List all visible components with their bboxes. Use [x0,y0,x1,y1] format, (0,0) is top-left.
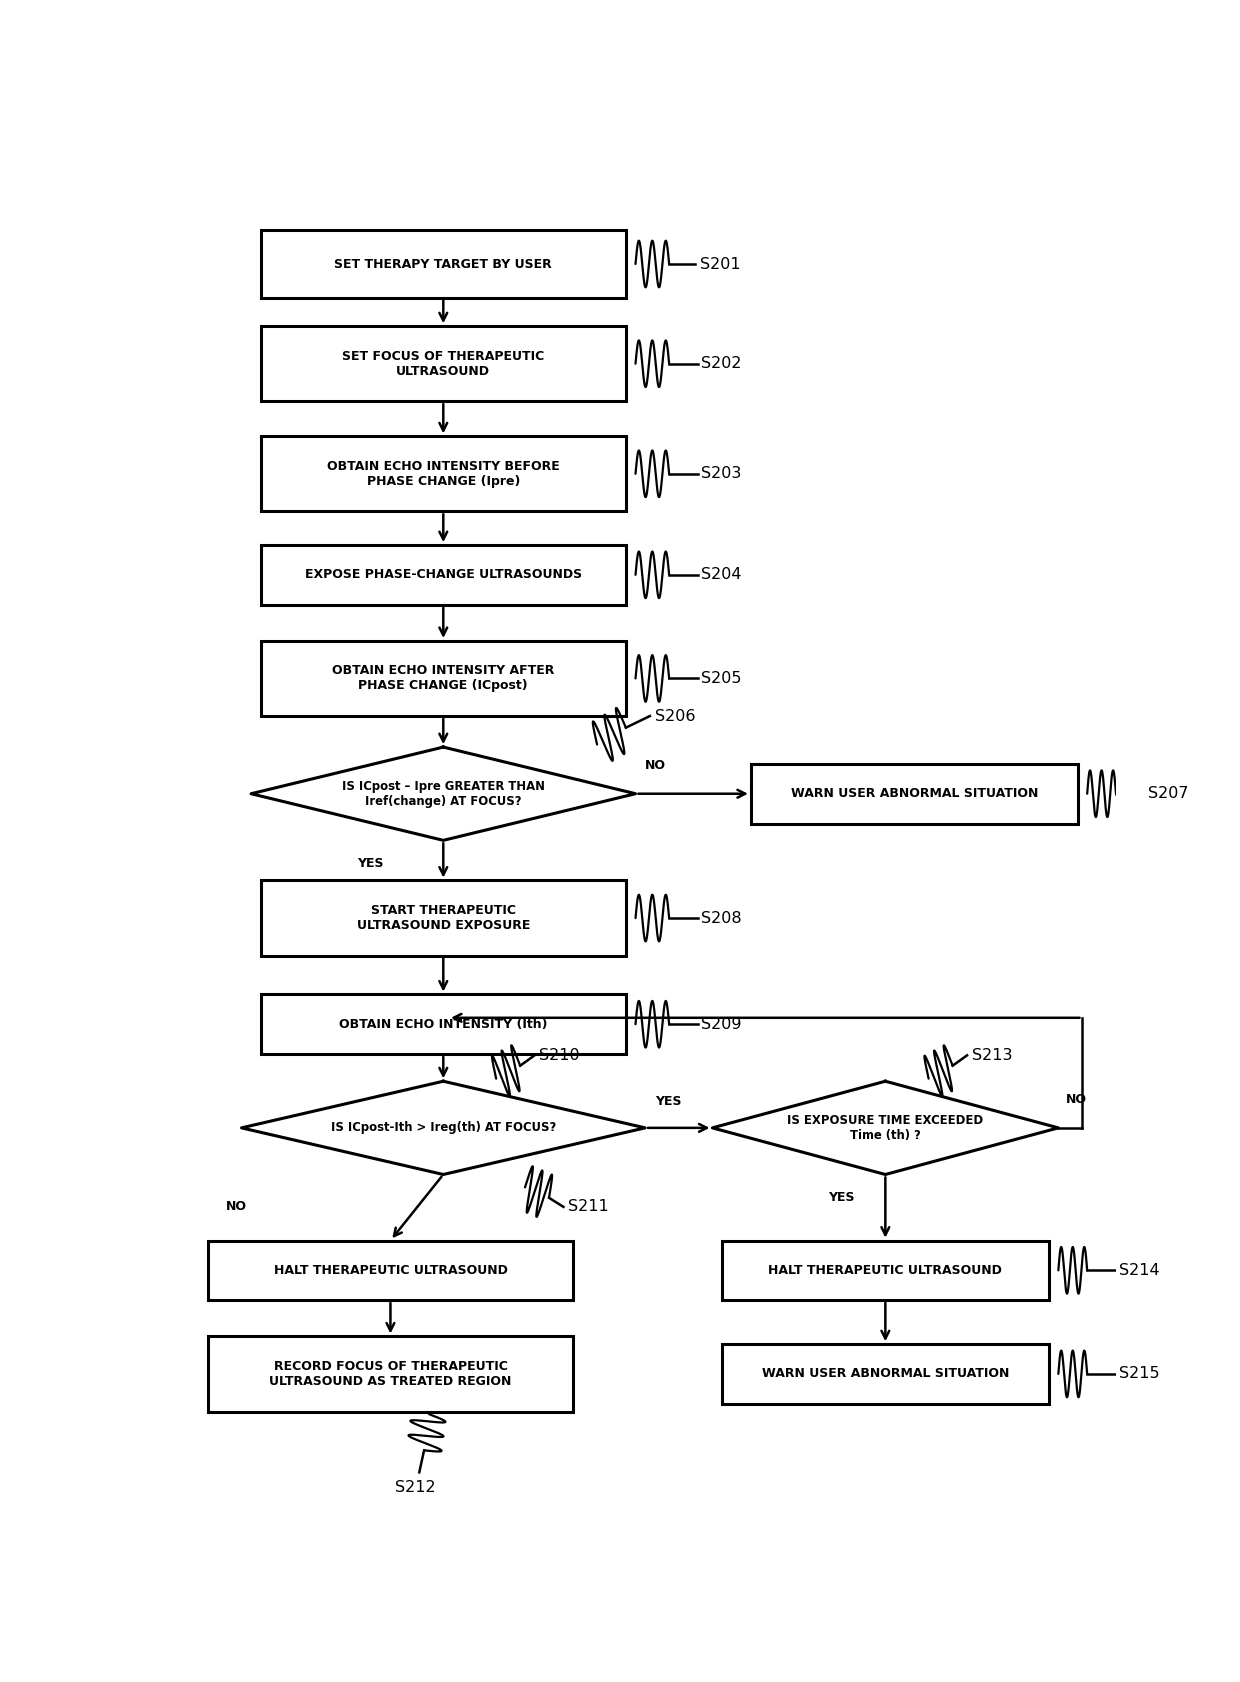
Text: IS ICpost – Ipre GREATER THAN
Iref(change) AT FOCUS?: IS ICpost – Ipre GREATER THAN Iref(chang… [342,780,544,807]
Text: S211: S211 [568,1199,609,1214]
Polygon shape [242,1082,645,1174]
Text: YES: YES [357,858,383,870]
Bar [260,545,626,604]
Polygon shape [713,1082,1058,1174]
Bar [260,994,626,1055]
Text: S207: S207 [1148,785,1188,801]
Text: S203: S203 [701,466,742,481]
Bar [722,1241,1049,1300]
Bar [260,436,626,511]
Text: NO: NO [1066,1093,1087,1105]
Text: EXPOSE PHASE-CHANGE ULTRASOUNDS: EXPOSE PHASE-CHANGE ULTRASOUNDS [305,569,582,582]
Bar [722,1344,1049,1404]
Text: S209: S209 [701,1016,742,1031]
Text: START THERAPEUTIC
ULTRASOUND EXPOSURE: START THERAPEUTIC ULTRASOUND EXPOSURE [357,903,529,932]
Text: S206: S206 [655,708,696,723]
Text: S213: S213 [972,1048,1012,1063]
Text: SET THERAPY TARGET BY USER: SET THERAPY TARGET BY USER [335,257,552,271]
Bar [260,230,626,298]
Bar [260,326,626,402]
Text: OBTAIN ECHO INTENSITY (Ith): OBTAIN ECHO INTENSITY (Ith) [339,1018,548,1031]
Text: S214: S214 [1118,1263,1159,1278]
Bar [208,1337,573,1411]
Text: S205: S205 [701,671,742,686]
Text: S210: S210 [539,1048,580,1063]
Text: OBTAIN ECHO INTENSITY BEFORE
PHASE CHANGE (Ipre): OBTAIN ECHO INTENSITY BEFORE PHASE CHANG… [327,459,559,488]
Text: RECORD FOCUS OF THERAPEUTIC
ULTRASOUND AS TREATED REGION: RECORD FOCUS OF THERAPEUTIC ULTRASOUND A… [269,1361,512,1388]
Text: HALT THERAPEUTIC ULTRASOUND: HALT THERAPEUTIC ULTRASOUND [769,1263,1002,1277]
Bar [260,641,626,717]
Text: NO: NO [226,1201,247,1213]
Text: WARN USER ABNORMAL SITUATION: WARN USER ABNORMAL SITUATION [761,1367,1009,1381]
Text: OBTAIN ECHO INTENSITY AFTER
PHASE CHANGE (ICpost): OBTAIN ECHO INTENSITY AFTER PHASE CHANGE… [332,664,554,693]
Text: S208: S208 [701,910,742,925]
Text: S212: S212 [396,1480,436,1495]
Bar [208,1241,573,1300]
Text: S201: S201 [699,257,740,271]
Text: NO: NO [645,759,666,772]
Text: HALT THERAPEUTIC ULTRASOUND: HALT THERAPEUTIC ULTRASOUND [274,1263,507,1277]
Bar [260,880,626,955]
Text: SET FOCUS OF THERAPEUTIC
ULTRASOUND: SET FOCUS OF THERAPEUTIC ULTRASOUND [342,350,544,378]
Bar [751,764,1078,824]
Text: IS ICpost-Ith > Ireg(th) AT FOCUS?: IS ICpost-Ith > Ireg(th) AT FOCUS? [331,1122,556,1134]
Text: S204: S204 [701,567,742,582]
Text: S202: S202 [701,357,742,372]
Text: IS EXPOSURE TIME EXCEEDED
Time (th) ?: IS EXPOSURE TIME EXCEEDED Time (th) ? [787,1113,983,1142]
Text: YES: YES [828,1191,854,1204]
Polygon shape [250,747,635,841]
Text: S215: S215 [1118,1366,1159,1381]
Text: WARN USER ABNORMAL SITUATION: WARN USER ABNORMAL SITUATION [791,787,1038,801]
Text: YES: YES [655,1095,681,1108]
